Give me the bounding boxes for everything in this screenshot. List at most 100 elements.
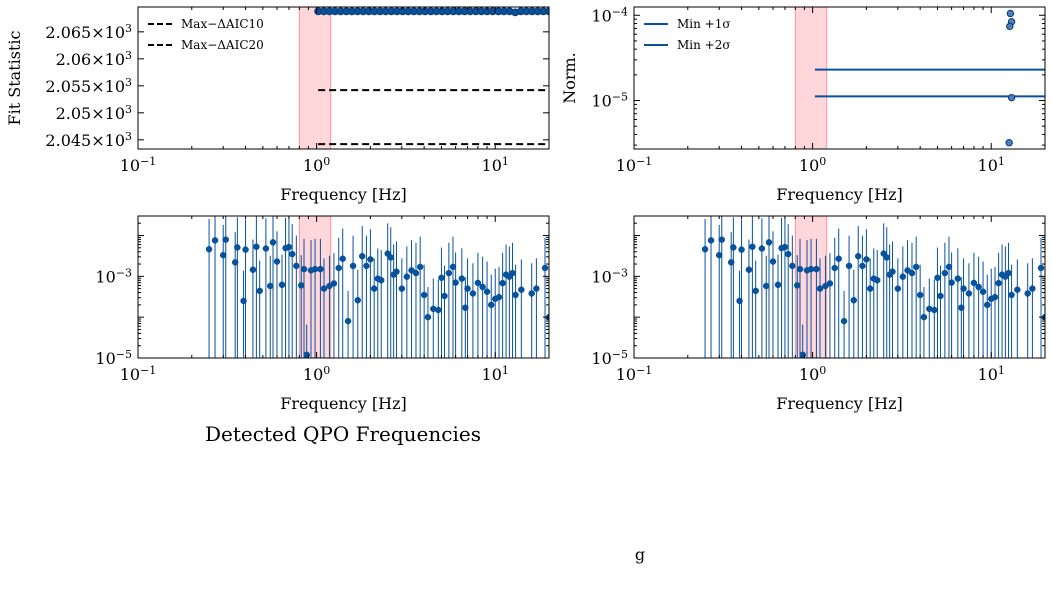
data-point — [1006, 22, 1014, 31]
data-point — [1006, 9, 1015, 18]
data-point — [813, 265, 820, 273]
data-point — [438, 274, 445, 282]
data-point — [1007, 93, 1016, 102]
y-tick-label: 2.055×103 — [45, 75, 132, 96]
plot-area — [205, 216, 549, 358]
data-point — [398, 285, 406, 292]
legend: Max−ΔAIC10 Max−ΔAIC20 — [148, 17, 264, 52]
y-tick-label: 2.065×103 — [45, 21, 132, 42]
x-tick-label: 10−1 — [616, 364, 653, 385]
data-point — [1008, 291, 1015, 299]
data-point — [975, 283, 982, 291]
data-point — [416, 263, 424, 271]
data-point — [866, 285, 874, 292]
stray-text: g — [635, 545, 645, 564]
x-axis-label: Frequency [Hz] — [280, 394, 407, 413]
data-point — [807, 265, 815, 273]
data-point — [1029, 285, 1036, 292]
legend-label: Max−ΔAIC20 — [181, 38, 264, 52]
data-point — [789, 262, 796, 270]
data-point — [412, 269, 420, 277]
data-point — [781, 243, 789, 251]
data-point — [488, 301, 495, 309]
data-point — [859, 262, 866, 270]
chart-detections-right: 10−1 100 101 10−5 10−3 Frequency [Hz] — [591, 215, 1046, 413]
x-tick-label: 10−1 — [120, 155, 157, 176]
data-point — [311, 265, 319, 273]
data-point — [948, 279, 955, 286]
data-point — [774, 281, 782, 289]
y-tick-label: 2.045×103 — [45, 129, 132, 150]
data-point — [335, 264, 342, 272]
data-point — [965, 290, 973, 297]
data-point — [934, 274, 941, 282]
plot-frame — [137, 6, 550, 150]
data-point — [249, 266, 257, 273]
data-point — [424, 313, 432, 321]
y-tick-label: 10−5 — [591, 90, 628, 111]
chart-fit-statistic: 10−1 100 101 2.045×103 2.05×103 2.055×103 2.06… — [5, 6, 550, 204]
data-point — [752, 287, 759, 295]
data-point — [1024, 290, 1031, 297]
shaded-band — [298, 7, 332, 149]
data-point — [495, 293, 503, 301]
data-point — [231, 259, 239, 266]
data-point — [354, 296, 362, 304]
plot-frame — [633, 215, 1046, 359]
data-point — [831, 264, 838, 272]
x-tick-label: 100 — [303, 364, 330, 385]
data-point — [211, 237, 219, 244]
data-point — [330, 280, 338, 287]
data-point — [718, 236, 726, 243]
data-point — [288, 250, 296, 258]
y-tick-label: 2.05×103 — [56, 102, 132, 123]
data-point — [840, 317, 848, 325]
data-point — [937, 292, 944, 300]
data-point — [349, 262, 357, 270]
legend: Min +1σ Min +2σ — [644, 17, 731, 52]
data-point — [863, 256, 870, 263]
data-point — [845, 262, 853, 270]
x-tick-label: 101 — [482, 364, 509, 385]
data-point — [367, 256, 374, 263]
data-point — [420, 291, 428, 299]
shaded-band — [794, 7, 828, 149]
y-tick-label: 10−5 — [95, 348, 132, 369]
data-point — [300, 265, 308, 273]
data-point — [1005, 139, 1013, 147]
legend-label: Min +1σ — [677, 17, 731, 31]
data-point — [793, 282, 801, 289]
data-point — [854, 253, 862, 260]
figure-caption: Detected QPO Frequencies — [205, 422, 481, 446]
data-point — [458, 275, 466, 282]
data-point — [253, 243, 260, 250]
data-point — [234, 244, 241, 251]
data-point — [1014, 286, 1021, 293]
data-point — [701, 246, 709, 253]
data-point — [533, 285, 540, 292]
y-tick-label: 10−5 — [591, 348, 628, 369]
data-point — [991, 293, 999, 301]
x-tick-label: 101 — [978, 364, 1005, 385]
data-point — [278, 281, 286, 289]
chart-norm: 10−1 100 101 10−5 10−4 Frequency [Hz] Norm. Min… — [560, 5, 1046, 204]
x-tick-label: 100 — [799, 155, 826, 176]
x-tick-label: 101 — [482, 155, 509, 176]
plot-frame — [633, 6, 1046, 150]
data-point — [479, 283, 486, 291]
data-point — [339, 255, 346, 262]
data-point — [707, 237, 715, 244]
legend-label: Min +2σ — [677, 38, 731, 52]
data-point — [403, 273, 411, 280]
data-point — [256, 287, 263, 295]
data-point — [449, 263, 457, 271]
data-point — [995, 279, 1002, 287]
data-point — [931, 306, 938, 314]
data-point — [958, 304, 965, 312]
data-point — [835, 255, 842, 262]
x-tick-label: 10−1 — [120, 364, 157, 385]
data-point — [873, 277, 881, 284]
data-point — [435, 306, 442, 314]
data-point — [285, 243, 293, 251]
y-axis-label: Norm. — [560, 52, 579, 104]
